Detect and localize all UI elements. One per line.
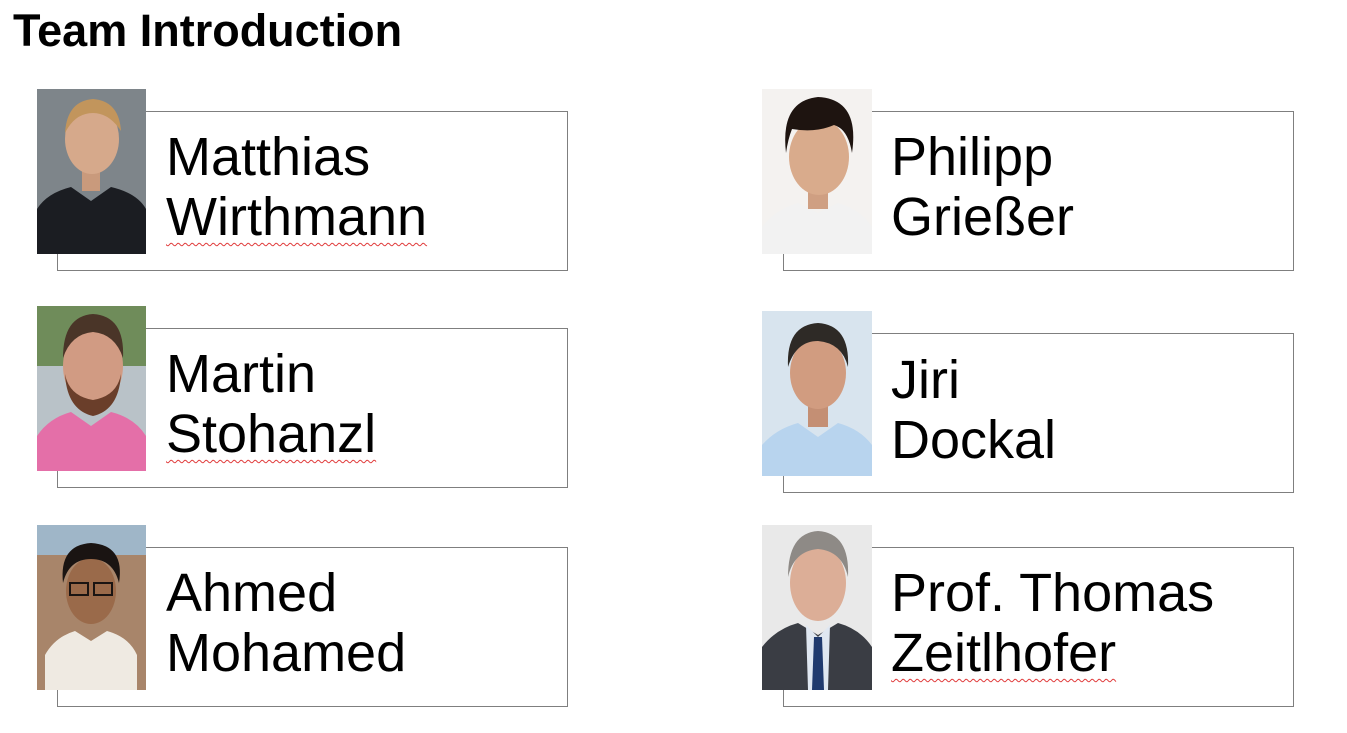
- member-photo-mohamed: [37, 525, 146, 690]
- member-last-name: Grießer: [891, 187, 1075, 247]
- member-last-name: Wirthmann: [166, 187, 428, 247]
- member-photo-griesser: [762, 89, 872, 254]
- member-first-name: Philipp: [891, 127, 1054, 187]
- member-name-zeitlhofer: Prof. Thomas Zeitlhofer: [891, 563, 1214, 683]
- member-name-dockal: Jiri Dockal: [891, 350, 1056, 470]
- member-last-name: Stohanzl: [166, 404, 377, 464]
- member-name-mohamed: Ahmed Mohamed: [166, 563, 406, 683]
- member-first-name: Matthias: [166, 127, 371, 187]
- member-photo-stohanzl: [37, 306, 146, 471]
- member-name-wirthmann: Matthias Wirthmann: [166, 127, 427, 247]
- member-name-stohanzl: Martin Stohanzl: [166, 344, 376, 464]
- member-name-griesser: Philipp Grießer: [891, 127, 1074, 247]
- member-photo-wirthmann: [37, 89, 146, 254]
- member-first-name: Prof. Thomas: [891, 563, 1215, 623]
- member-photo-dockal: [762, 311, 872, 476]
- slide-title: Team Introduction: [13, 5, 403, 56]
- member-first-name: Ahmed: [166, 563, 338, 623]
- member-first-name: Jiri: [891, 350, 960, 410]
- member-last-name: Mohamed: [166, 623, 407, 683]
- member-last-name: Zeitlhofer: [891, 623, 1117, 683]
- member-first-name: Martin: [166, 344, 317, 404]
- member-last-name: Dockal: [891, 410, 1057, 470]
- member-photo-zeitlhofer: [762, 525, 872, 690]
